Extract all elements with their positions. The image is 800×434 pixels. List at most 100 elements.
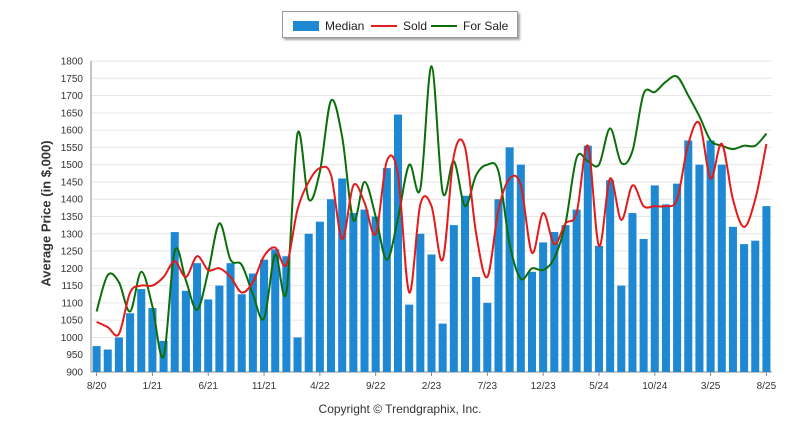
median-bar <box>193 263 202 372</box>
median-bar <box>494 199 503 372</box>
y-tick-label: 1800 <box>61 57 84 68</box>
median-bar <box>427 254 436 372</box>
median-bars <box>92 114 771 373</box>
median-bar <box>371 216 380 372</box>
median-bar <box>137 289 146 372</box>
copyright-text: Copyright © Trendgraphix, Inc. <box>318 402 482 416</box>
median-bar <box>695 164 704 372</box>
y-tick-label: 1700 <box>61 91 84 102</box>
median-bar <box>438 323 447 372</box>
y-tick-label: 1000 <box>61 333 84 344</box>
x-tick-label: 10/24 <box>642 381 667 392</box>
median-bar <box>416 233 425 372</box>
median-bar <box>382 168 391 372</box>
median-bar <box>92 346 101 372</box>
median-bar <box>226 263 235 372</box>
median-bar <box>617 285 626 372</box>
median-bar <box>516 164 525 372</box>
y-tick-label: 1650 <box>61 108 84 119</box>
y-tick-label: 900 <box>66 368 83 379</box>
median-bar <box>215 285 224 372</box>
median-bar <box>561 225 570 372</box>
y-tick-label: 1150 <box>61 281 83 292</box>
y-tick-label: 1600 <box>61 126 84 137</box>
legend-item-forsale[interactable]: For Sale <box>431 12 508 39</box>
median-bar <box>550 232 559 372</box>
median-bar <box>606 180 615 372</box>
legend-median-label: Median <box>325 18 365 33</box>
median-bar <box>639 238 648 372</box>
median-bar <box>237 294 246 372</box>
median-bar <box>103 349 112 372</box>
median-bar <box>583 145 592 372</box>
legend-forsale-label: For Sale <box>463 18 509 33</box>
median-bar <box>170 232 179 372</box>
median-bar <box>360 209 369 372</box>
legend-sold-label: Sold <box>403 18 428 33</box>
y-tick-label: 1100 <box>61 298 83 309</box>
forsale-swatch <box>431 24 457 27</box>
y-tick-label: 1300 <box>61 229 84 240</box>
median-bar <box>472 276 481 372</box>
x-tick-label: 8/25 <box>757 381 777 392</box>
y-tick-label: 1050 <box>61 316 84 327</box>
forsale-line <box>95 65 768 359</box>
median-bar <box>338 178 347 372</box>
median-bar <box>304 233 313 372</box>
x-tick-label: 7/23 <box>478 381 498 392</box>
median-bar <box>248 273 257 372</box>
y-tick-label: 1400 <box>61 195 84 206</box>
median-bar <box>650 185 659 372</box>
median-bar <box>449 225 458 372</box>
median-swatch <box>293 20 319 31</box>
x-tick-label: 2/23 <box>422 381 442 392</box>
median-bar <box>728 226 737 372</box>
y-tick-label: 1750 <box>61 74 84 85</box>
y-tick-label: 1500 <box>61 160 84 171</box>
y-tick-labels: 900 950 1000 1050 1100 1150 1200 1250 1300 1350 14… <box>61 57 84 379</box>
x-tick-label: 12/23 <box>531 381 556 392</box>
median-bar <box>539 242 548 372</box>
x-tick-label: 11/21 <box>252 381 277 392</box>
trend-lines <box>95 65 768 359</box>
x-tick-label: 5/24 <box>589 381 609 392</box>
x-tick-label: 1/21 <box>143 381 163 392</box>
y-tick-label: 1550 <box>61 143 84 154</box>
median-bar <box>126 313 135 372</box>
median-bar <box>460 195 470 372</box>
median-bar <box>505 147 514 372</box>
x-tick-label: 9/22 <box>366 381 386 392</box>
x-tick-label: 3/25 <box>701 381 721 392</box>
median-bar <box>349 213 358 372</box>
x-tick-label: 8/20 <box>87 381 107 392</box>
median-bar <box>293 337 302 372</box>
legend: Median Sold For Sale <box>282 11 518 38</box>
median-bar <box>315 221 324 372</box>
y-tick-label: 1250 <box>61 247 84 258</box>
y-axis-label: Average Price (in $,000) <box>38 140 54 287</box>
x-tick-labels: 8/20 1/21 6/21 11/21 4/22 9/22 2/23 7/23 12/23 5/… <box>87 381 777 392</box>
x-tick-label: 4/22 <box>310 381 330 392</box>
y-tick-label: 1200 <box>61 264 84 275</box>
median-bar <box>271 249 280 372</box>
median-bar <box>181 290 190 372</box>
median-bar <box>628 213 637 372</box>
median-bar <box>706 140 715 372</box>
median-bar <box>661 204 670 372</box>
x-tick-label: 6/21 <box>198 381 218 392</box>
y-tick-label: 1450 <box>61 177 84 188</box>
y-tick-label: 950 <box>66 350 83 361</box>
median-bar <box>751 240 760 372</box>
median-bar <box>740 244 749 372</box>
median-bar <box>327 199 336 372</box>
median-bar <box>717 164 726 372</box>
legend-item-median[interactable]: Median <box>293 12 364 39</box>
median-bar <box>527 271 536 372</box>
median-bar <box>762 206 771 372</box>
median-bar <box>204 299 213 372</box>
sold-line <box>96 120 768 337</box>
median-bar <box>393 114 403 373</box>
legend-item-sold[interactable]: Sold <box>371 12 427 39</box>
median-bar <box>594 245 603 372</box>
